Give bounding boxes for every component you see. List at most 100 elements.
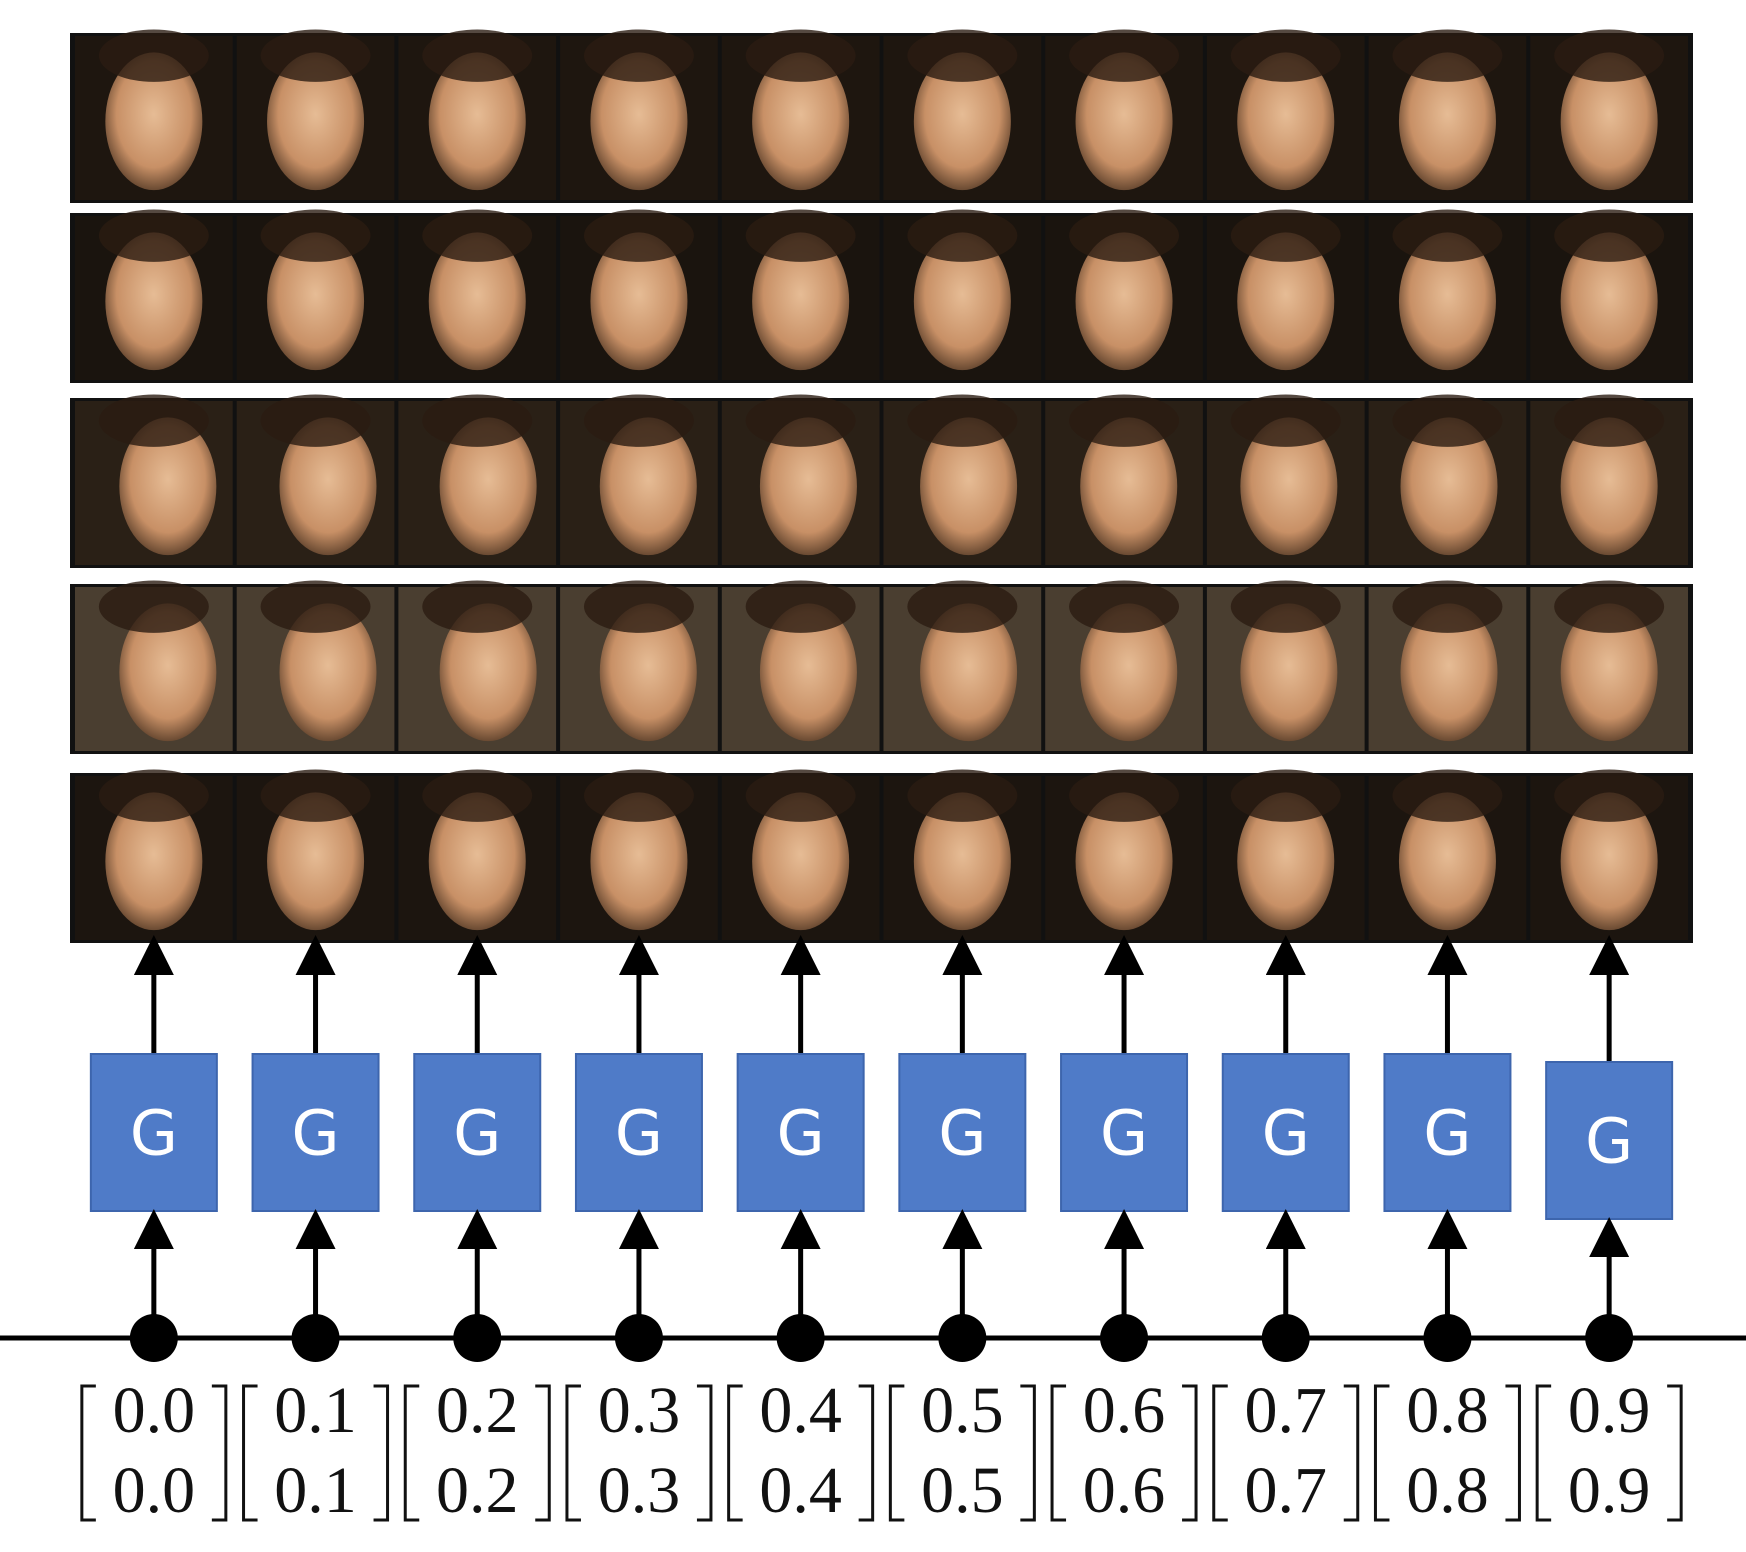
vector-entry: 0.7 [1245, 1374, 1328, 1447]
hair [1392, 580, 1503, 633]
vector-entry: 0.9 [1568, 1374, 1651, 1447]
bracket-left [565, 1384, 581, 1522]
hair [422, 29, 533, 82]
hair [1230, 580, 1341, 633]
vector-entry: 0.5 [921, 1454, 1004, 1527]
bracket-left [403, 1384, 420, 1522]
face [752, 52, 850, 191]
face [105, 52, 203, 191]
face [1075, 232, 1173, 371]
generator-box [898, 1053, 1027, 1212]
hair [907, 209, 1018, 262]
hair [1069, 769, 1180, 822]
vector-entry: 0.7 [1245, 1454, 1328, 1527]
hair [907, 394, 1018, 447]
hair [1392, 29, 1503, 82]
face [1398, 232, 1496, 371]
bracket-left [1212, 1384, 1228, 1522]
face [913, 52, 1011, 191]
point [938, 1314, 987, 1362]
face [1400, 603, 1498, 742]
vector-entry: 0.3 [598, 1374, 681, 1447]
hair [1392, 209, 1503, 262]
hair [907, 769, 1018, 822]
face [1560, 417, 1658, 556]
generator-box [251, 1053, 380, 1212]
face [590, 232, 688, 371]
face [119, 603, 217, 742]
face [599, 417, 697, 556]
face [752, 792, 850, 931]
face [428, 232, 526, 371]
hair [583, 29, 694, 82]
hair [1230, 209, 1341, 262]
face [1075, 52, 1173, 191]
vector-entry: 0.2 [436, 1454, 519, 1527]
hair [260, 29, 371, 82]
hair [1392, 769, 1503, 822]
vector-entry: 0.3 [598, 1454, 681, 1527]
vector-entry: 0.4 [759, 1374, 842, 1447]
hair [1230, 769, 1341, 822]
hair [745, 580, 856, 633]
generator-label: G [1585, 1105, 1633, 1178]
face [439, 417, 537, 556]
face [1237, 792, 1335, 931]
face [267, 52, 365, 191]
face [279, 603, 377, 742]
vector-entry: 0.9 [1568, 1454, 1651, 1527]
hair [583, 580, 694, 633]
bracket-left [80, 1384, 96, 1522]
face [267, 232, 365, 371]
vector-entry: 0.5 [921, 1374, 1004, 1447]
hair [260, 769, 371, 822]
hair [1554, 769, 1665, 822]
hair [1230, 394, 1341, 447]
hair [422, 394, 533, 447]
face [1398, 52, 1496, 191]
hair [907, 580, 1018, 633]
hair [1554, 209, 1665, 262]
face [105, 792, 203, 931]
bracket-right [373, 1384, 390, 1522]
face [119, 417, 217, 556]
hair [745, 209, 856, 262]
vector-entry: 0.8 [1406, 1454, 1489, 1527]
bracket-right [858, 1384, 875, 1522]
bracket-left [888, 1384, 905, 1522]
bracket-left [1535, 1384, 1552, 1522]
face [920, 603, 1018, 742]
hair [98, 394, 209, 447]
bracket-right [1505, 1384, 1521, 1522]
point [129, 1314, 178, 1362]
generator-box [1383, 1053, 1512, 1212]
bracket-right [1667, 1384, 1683, 1522]
hair [745, 29, 856, 82]
generator-label: G [1423, 1097, 1471, 1170]
face [1240, 603, 1338, 742]
face [279, 417, 377, 556]
vector-entry: 0.4 [759, 1454, 842, 1527]
face [920, 417, 1018, 556]
hair [422, 209, 533, 262]
hair [583, 769, 694, 822]
hair [260, 580, 371, 633]
face [1237, 52, 1335, 191]
point [1423, 1314, 1472, 1362]
face [913, 792, 1011, 931]
vector-entry: 0.0 [113, 1454, 196, 1527]
vector-entry: 0.6 [1083, 1454, 1166, 1527]
vector-entry: 0.2 [436, 1374, 519, 1447]
face [439, 603, 537, 742]
face [1080, 603, 1178, 742]
hair [1230, 29, 1341, 82]
hair [422, 769, 533, 822]
point [453, 1314, 502, 1362]
face [1237, 232, 1335, 371]
face [1398, 792, 1496, 931]
face [267, 792, 365, 931]
face [428, 52, 526, 191]
face [1560, 792, 1658, 931]
generator-label: G [130, 1097, 178, 1170]
hair [98, 769, 209, 822]
